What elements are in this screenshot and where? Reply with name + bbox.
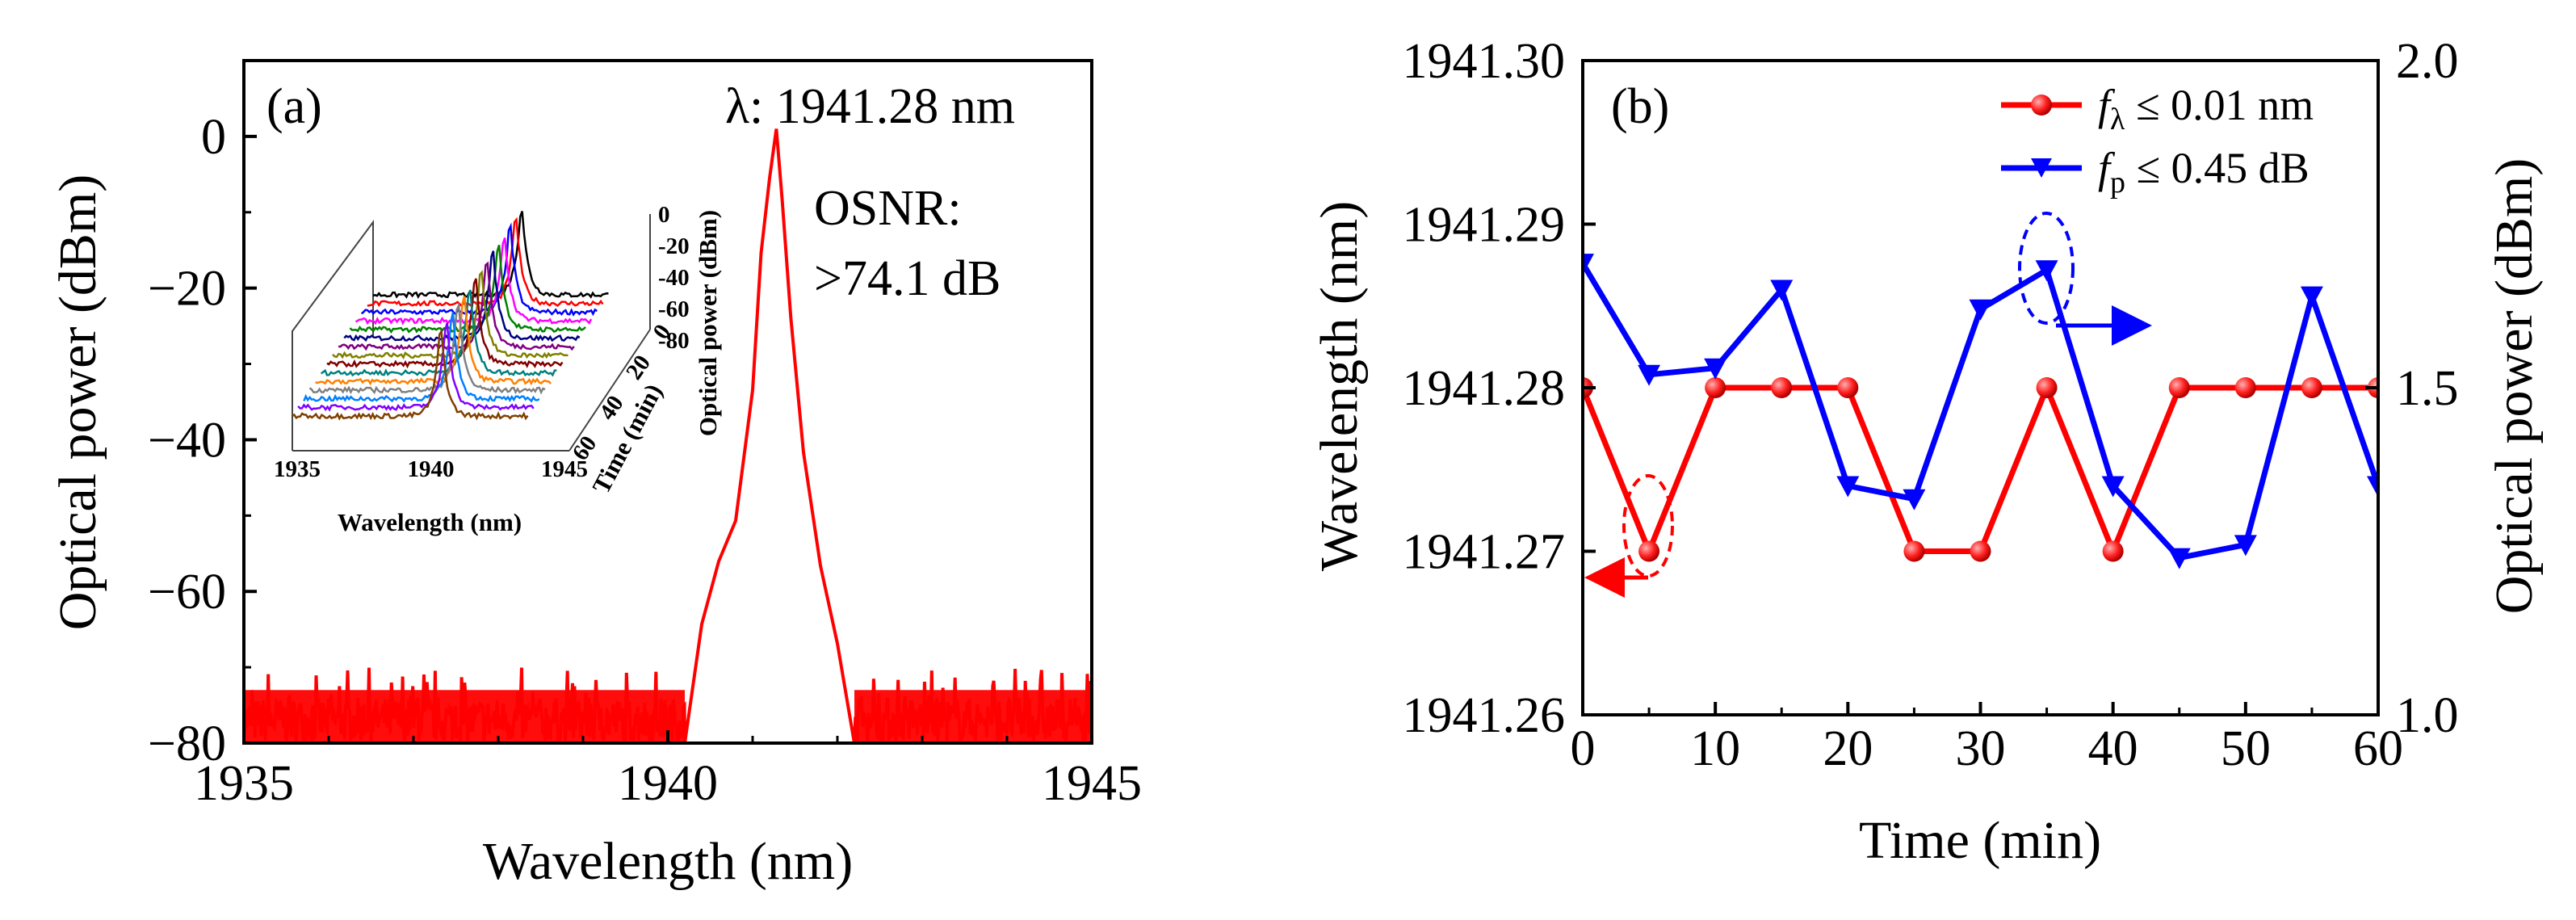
inset-trace — [372, 211, 609, 299]
panel-b-y-left-tick-label: 1941.28 — [1403, 361, 1566, 416]
inset-x-tick-label: 1935 — [274, 456, 321, 482]
power-point — [2234, 535, 2257, 557]
inset-z-tick-label: -20 — [658, 233, 690, 259]
panel-a-x-tick-label: 1935 — [194, 756, 294, 811]
wavelength-point — [1970, 540, 1991, 562]
panel-b-x-tick-label: 0 — [1571, 721, 1596, 776]
legend-wavelength-label: fλ ≤ 0.01 nm — [2098, 81, 2314, 137]
panel-b-x-tick-label: 40 — [2088, 721, 2138, 776]
panel-b-ticks: 0 10 20 30 40 50 60 1941.26 1941.27 1941.28 1941.2… — [1403, 34, 2459, 776]
panel-b-plot-area — [1583, 254, 2378, 569]
wavelength-point — [2036, 377, 2058, 398]
inset-trace — [292, 328, 529, 421]
panel-a-y-tick-label: −20 — [148, 262, 226, 317]
power-point — [1583, 254, 1594, 275]
legend-power-label: fp ≤ 0.45 dB — [2098, 144, 2310, 200]
power-point — [2300, 286, 2323, 308]
panel-a: 1935 1940 1945 0 −20 −40 −60 −80 (a) λ: 1941.28… — [48, 59, 1142, 891]
noise-floor-right — [854, 690, 1092, 743]
panel-a-plot-area — [244, 128, 1092, 743]
panel-b-y-left-axis-label: Wavelength (nm) — [1310, 201, 1369, 571]
wavelength-point — [1771, 377, 1793, 398]
panel-b-y-right-tick-label: 1.0 — [2396, 688, 2459, 743]
wavelength-point — [2301, 377, 2322, 398]
wavelength-point — [1903, 540, 1925, 562]
panel-a-label: (a) — [266, 79, 322, 134]
wavelength-point — [1837, 377, 1859, 398]
panel-b-x-tick-label: 60 — [2353, 721, 2403, 776]
panel-a-y-tick-label: −40 — [148, 413, 226, 468]
panel-b-y-right-tick-label: 1.5 — [2396, 361, 2459, 416]
power-point — [2035, 260, 2058, 282]
panel-b-y-left-tick-label: 1941.27 — [1403, 525, 1566, 580]
inset-y-tick-label: 20 — [621, 351, 656, 384]
osnr-label: OSNR: — [814, 181, 962, 236]
wavelength-axis-indicator-ellipse — [1622, 474, 1674, 578]
legend-power-marker — [2031, 158, 2052, 178]
power-point — [2101, 476, 2125, 498]
panel-b-x-axis-label: Time (min) — [1859, 811, 2101, 870]
wavelength-point — [2234, 377, 2256, 398]
inset-trace — [303, 312, 540, 403]
panel-b-y-left-tick-label: 1941.30 — [1403, 34, 1566, 89]
inset-trace — [326, 278, 564, 369]
power-point — [1638, 364, 1661, 386]
inset-x-tick-label: 1940 — [408, 456, 455, 482]
panel-a-x-axis-label: Wavelength (nm) — [483, 832, 853, 891]
inset-y-axis-label: Time (min) — [586, 379, 668, 498]
inset-z-tick-label: -80 — [658, 328, 690, 354]
panel-a-x-tick-label: 1940 — [618, 756, 718, 811]
inset-z-axis-label: Optical power (dBm) — [694, 210, 722, 436]
power-point — [1903, 489, 1926, 510]
panel-a-frame — [242, 59, 1093, 745]
power-point — [1770, 279, 1794, 301]
power-point — [1836, 476, 1860, 498]
inset-z-tick-label: -60 — [658, 296, 690, 322]
panel-a-y-tick-label: −60 — [148, 565, 226, 620]
power-axis-indicator-ellipse — [2018, 212, 2075, 325]
inset-frame-left — [292, 219, 374, 451]
panel-b: 0 10 20 30 40 50 60 1941.26 1941.27 1941.28 1941.2… — [1310, 34, 2544, 870]
inset-trace — [315, 296, 552, 386]
panel-b-x-tick-label: 50 — [2221, 721, 2271, 776]
panel-b-y-left-tick-label: 1941.29 — [1403, 198, 1566, 253]
wavelength-point — [2168, 377, 2190, 398]
inset-trace — [320, 289, 557, 377]
wavelength-point — [1638, 540, 1660, 562]
panel-b-y-right-tick-label: 2.0 — [2396, 34, 2459, 89]
panel-b-x-tick-label: 10 — [1690, 721, 1740, 776]
inset-trace — [297, 322, 535, 412]
power-point — [1704, 358, 1727, 380]
osnr-value: >74.1 dB — [814, 251, 1001, 306]
inset-x-tick-label: 1945 — [541, 456, 588, 482]
panel-b-y-right-axis-label: Optical power (dBm) — [2485, 158, 2544, 615]
inset-z-tick-label: -40 — [658, 265, 690, 291]
inset-trace — [308, 301, 546, 395]
noise-floor-left — [244, 690, 685, 743]
power-point — [2367, 476, 2378, 498]
inset-x-axis-label: Wavelength (nm) — [338, 508, 522, 536]
wavelength-series-line — [1583, 384, 2378, 554]
panel-a-y-tick-label: 0 — [201, 110, 226, 165]
wavelength-point — [1705, 377, 1726, 398]
panel-a-ticks: 1935 1940 1945 0 −20 −40 −60 −80 — [148, 59, 1142, 811]
panel-a-x-tick-label: 1945 — [1042, 756, 1142, 811]
legend-wavelength-marker — [2031, 95, 2052, 116]
power-point — [2167, 548, 2191, 569]
wavelength-point — [2102, 540, 2124, 562]
panel-b-label: (b) — [1611, 79, 1669, 134]
power-point — [1969, 299, 1992, 321]
panel-b-x-tick-label: 30 — [1956, 721, 2006, 776]
panel-b-legend: fλ ≤ 0.01 nm fp ≤ 0.45 dB — [2001, 81, 2314, 200]
peak-wavelength-label: λ: 1941.28 nm — [725, 79, 1015, 134]
panel-b-x-tick-label: 20 — [1823, 721, 1873, 776]
inset-z-tick-label: 0 — [658, 202, 670, 228]
panel-a-y-axis-label: Optical power (dBm) — [48, 174, 107, 631]
panel-b-y-left-tick-label: 1941.26 — [1403, 688, 1566, 743]
inset-frame-depth — [568, 329, 651, 452]
panel-a-y-tick-label: −80 — [148, 716, 226, 771]
